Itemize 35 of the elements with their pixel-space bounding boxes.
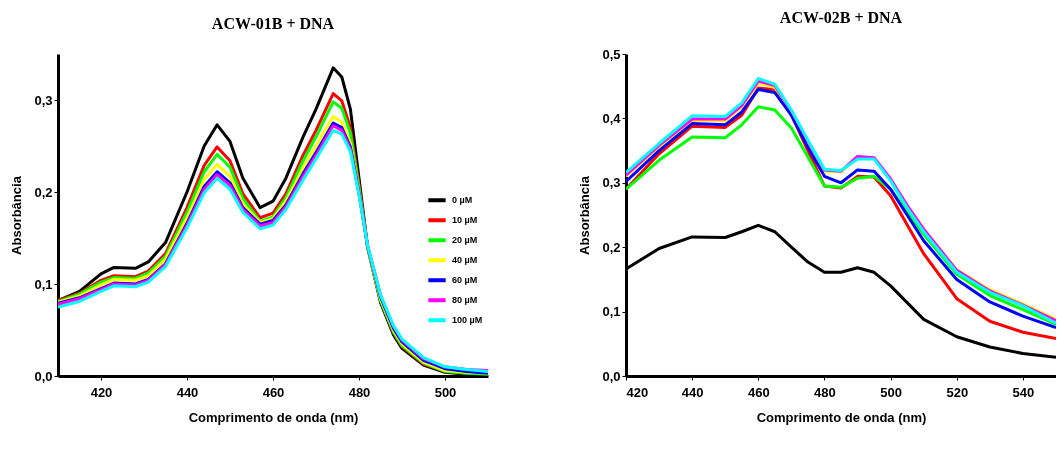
x-axis-title: Comprimento de onda (nm) (756, 409, 927, 425)
x-tick-label: 480 (814, 384, 836, 400)
x-tick-label: 460 (262, 384, 285, 400)
legend-label: 10 µM (452, 215, 478, 226)
x-tick-label: 420 (626, 384, 649, 400)
y-tick-label: 0,2 (34, 184, 53, 200)
y-tick-label: 0,2 (602, 239, 621, 255)
y-axis-title: Absorbância (9, 175, 25, 255)
y-tick-label: 0,3 (34, 92, 53, 108)
legend-label: 60 µM (452, 275, 478, 286)
y-tick-label: 0,1 (34, 276, 53, 292)
legend-label: 40 µM (452, 255, 478, 266)
x-axis-title: Comprimento de onda (nm) (188, 409, 359, 425)
legend-label: 80 µM (452, 295, 478, 306)
y-tick-label: 0,5 (602, 46, 621, 62)
x-tick-label: 460 (747, 384, 770, 400)
chart-title: ACW-02B + DNA (779, 9, 903, 26)
x-tick-label: 500 (434, 384, 457, 400)
x-tick-label: 480 (348, 384, 371, 400)
x-tick-label: 500 (880, 384, 902, 400)
y-tick-label: 0,0 (602, 368, 621, 384)
x-tick-label: 520 (946, 384, 969, 400)
y-tick-label: 0,3 (602, 175, 621, 191)
legend-label: 20 µM (452, 235, 478, 246)
x-tick-label: 540 (1012, 384, 1035, 400)
x-tick-label: 440 (681, 384, 704, 400)
legend-label: 100 µM (452, 315, 483, 326)
y-tick-label: 0,4 (602, 110, 622, 126)
y-tick-label: 0,0 (34, 368, 53, 384)
y-axis-title: Absorbância (577, 175, 593, 255)
legend-label: 0 µM (452, 195, 473, 206)
chart-title: ACW-01B + DNA (211, 15, 335, 32)
x-tick-label: 420 (90, 384, 113, 400)
y-tick-label: 0,1 (602, 304, 621, 320)
x-tick-label: 440 (176, 384, 199, 400)
